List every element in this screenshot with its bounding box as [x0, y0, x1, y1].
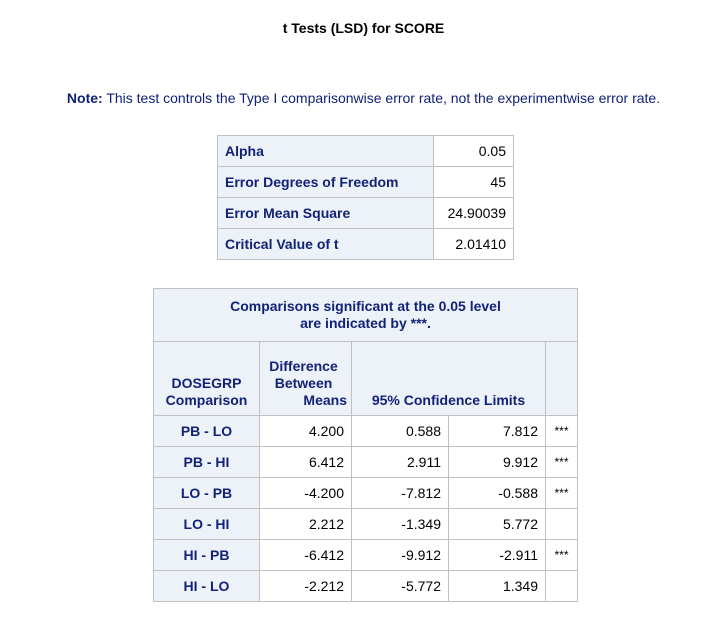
table-row: LO - PB -4.200 -7.812 -0.588 ***: [153, 477, 578, 509]
upper-limit-value: 9.912: [448, 446, 546, 478]
table-row: HI - LO -2.212 -5.772 1.349: [153, 570, 578, 602]
column-header-difference: Difference Between Means: [259, 341, 352, 416]
upper-limit-value: -0.588: [448, 477, 546, 509]
difference-value: -4.200: [259, 477, 352, 509]
banner-line-2: are indicated by ***.: [300, 315, 431, 331]
difference-value: 4.200: [259, 415, 352, 447]
table-row: PB - LO 4.200 0.588 7.812 ***: [153, 415, 578, 447]
significance-marker: ***: [545, 446, 578, 478]
column-header-significance: [545, 341, 578, 416]
parameter-value: 24.90039: [433, 197, 514, 229]
header-text: Difference: [269, 358, 338, 374]
parameter-value: 0.05: [433, 135, 514, 167]
difference-value: 6.412: [259, 446, 352, 478]
column-header-comparison: DOSEGRP Comparison: [153, 341, 260, 416]
lower-limit-value: -9.912: [351, 539, 449, 571]
banner-row: Comparisons significant at the 0.05 leve…: [153, 288, 578, 342]
comparisons-banner: Comparisons significant at the 0.05 leve…: [153, 288, 578, 342]
significance-marker: ***: [545, 539, 578, 571]
table-row: Error Degrees of Freedom 45: [217, 166, 514, 198]
lower-limit-value: 2.911: [351, 446, 449, 478]
difference-value: -6.412: [259, 539, 352, 571]
parameter-value: 2.01410: [433, 228, 514, 260]
banner-line-1: Comparisons significant at the 0.05 leve…: [230, 298, 501, 314]
column-header-confidence: 95% Confidence Limits: [351, 341, 546, 416]
table-row: LO - HI 2.212 -1.349 5.772: [153, 508, 578, 540]
lower-limit-value: -7.812: [351, 477, 449, 509]
table-row: HI - PB -6.412 -9.912 -2.911 ***: [153, 539, 578, 571]
parameter-label: Critical Value of t: [217, 228, 434, 260]
parameter-label: Error Mean Square: [217, 197, 434, 229]
table-row: Critical Value of t 2.01410: [217, 228, 514, 260]
significance-marker: ***: [545, 415, 578, 447]
note-text: This test controls the Type I comparison…: [106, 90, 661, 106]
header-text: Between: [274, 375, 333, 391]
lower-limit-value: -1.349: [351, 508, 449, 540]
parameter-value: 45: [433, 166, 514, 198]
comparison-label: PB - LO: [153, 415, 260, 447]
note-label: Note:: [66, 90, 103, 106]
comparison-label: LO - HI: [153, 508, 260, 540]
report-title: t Tests (LSD) for SCORE: [282, 20, 445, 36]
upper-limit-value: -2.911: [448, 539, 546, 571]
table-row: Error Mean Square 24.90039: [217, 197, 514, 229]
upper-limit-value: 7.812: [448, 415, 546, 447]
significance-marker: [545, 508, 578, 540]
table-row: PB - HI 6.412 2.911 9.912 ***: [153, 446, 578, 478]
table-row: Alpha 0.05: [217, 135, 514, 167]
column-header-row: DOSEGRP Comparison Difference Between Me…: [153, 341, 578, 416]
comparison-label: HI - PB: [153, 539, 260, 571]
header-text: Comparison: [165, 392, 248, 408]
difference-value: 2.212: [259, 508, 352, 540]
comparison-label: HI - LO: [153, 570, 260, 602]
header-text: DOSEGRP: [171, 375, 242, 391]
difference-value: -2.212: [259, 570, 352, 602]
note-line: Note: This test controls the Type I comp…: [0, 89, 727, 107]
upper-limit-value: 5.772: [448, 508, 546, 540]
header-text: Means: [303, 392, 347, 408]
parameter-label: Alpha: [217, 135, 434, 167]
comparison-label: LO - PB: [153, 477, 260, 509]
significance-marker: [545, 570, 578, 602]
comparison-label: PB - HI: [153, 446, 260, 478]
parameter-label: Error Degrees of Freedom: [217, 166, 434, 198]
comparisons-table: Comparisons significant at the 0.05 leve…: [153, 288, 578, 602]
parameters-table: Alpha 0.05 Error Degrees of Freedom 45 E…: [217, 135, 514, 260]
upper-limit-value: 1.349: [448, 570, 546, 602]
lower-limit-value: 0.588: [351, 415, 449, 447]
significance-marker: ***: [545, 477, 578, 509]
lower-limit-value: -5.772: [351, 570, 449, 602]
